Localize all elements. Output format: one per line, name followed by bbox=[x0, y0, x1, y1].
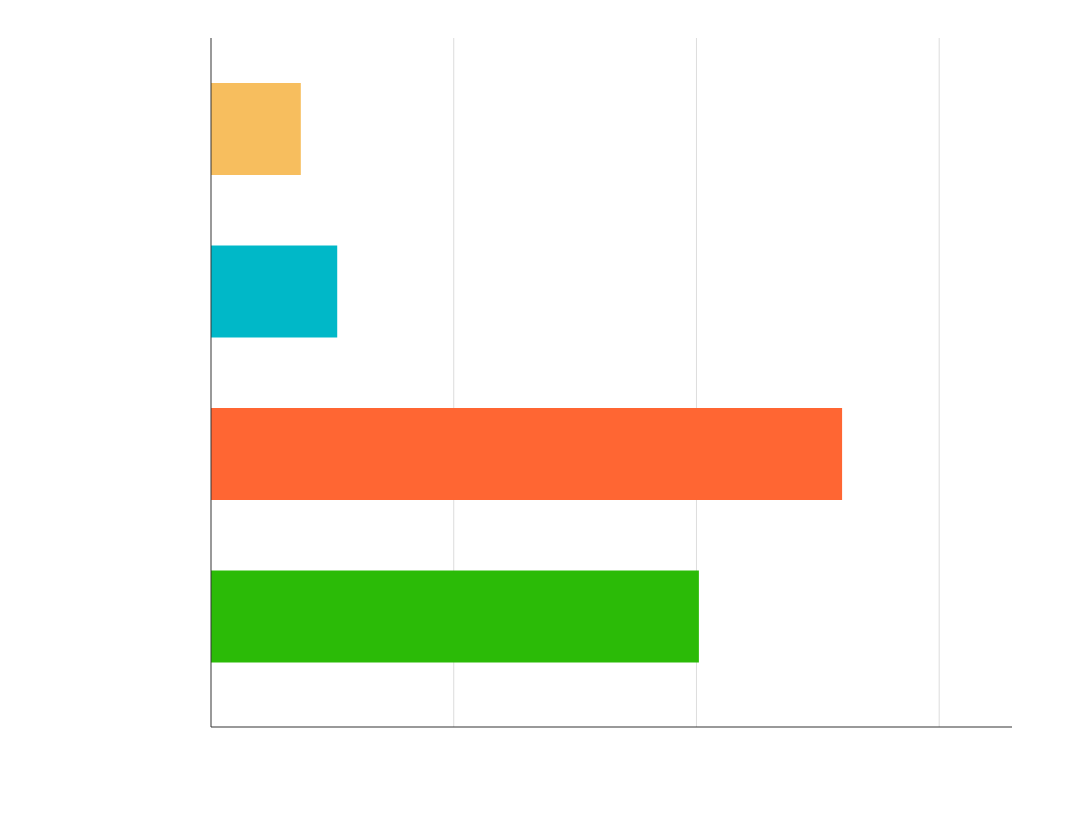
bar bbox=[211, 408, 843, 500]
bar bbox=[211, 83, 301, 175]
bar bbox=[211, 570, 699, 663]
bar bbox=[211, 245, 338, 338]
